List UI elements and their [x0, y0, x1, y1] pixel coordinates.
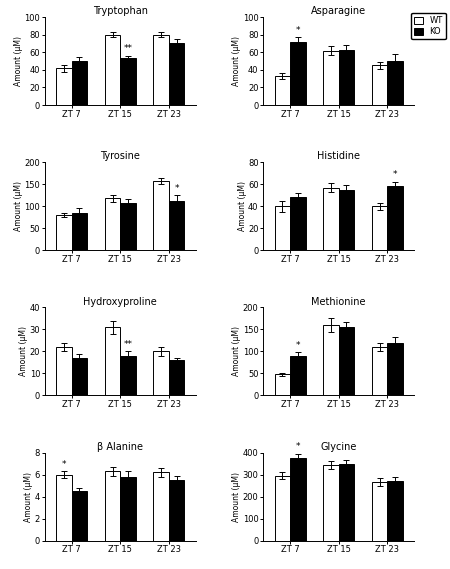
Bar [387, 187, 403, 250]
Bar [323, 51, 339, 105]
Bar [387, 343, 403, 395]
Y-axis label: Amount (μM): Amount (μM) [14, 182, 23, 231]
Y-axis label: Amount (μM): Amount (μM) [14, 36, 23, 86]
Title: Glycine: Glycine [320, 442, 357, 452]
Bar [169, 200, 184, 250]
Bar [323, 188, 339, 250]
Title: Tryptophan: Tryptophan [93, 6, 148, 17]
Bar [372, 206, 387, 250]
Bar [105, 199, 120, 250]
Legend: WT, KO: WT, KO [411, 13, 446, 39]
Bar [339, 50, 354, 105]
Bar [372, 65, 387, 105]
Title: Tyrosine: Tyrosine [100, 151, 140, 162]
Title: Histidine: Histidine [317, 151, 360, 162]
Text: *: * [296, 26, 300, 35]
Bar [290, 458, 306, 541]
Title: Asparagine: Asparagine [311, 6, 366, 17]
Bar [153, 472, 169, 541]
Bar [339, 189, 354, 250]
Y-axis label: Amount (μM): Amount (μM) [238, 182, 247, 231]
Bar [169, 43, 184, 105]
Text: **: ** [124, 44, 133, 53]
Bar [72, 213, 87, 250]
Text: *: * [175, 184, 179, 192]
Bar [339, 464, 354, 541]
Bar [153, 35, 169, 105]
Bar [274, 476, 290, 541]
Bar [56, 475, 72, 541]
Bar [56, 347, 72, 395]
Bar [387, 481, 403, 541]
Bar [274, 206, 290, 250]
Text: *: * [62, 460, 66, 469]
Bar [72, 61, 87, 105]
Text: *: * [393, 170, 397, 179]
Bar [323, 325, 339, 395]
Bar [105, 35, 120, 105]
Y-axis label: Amount (μM): Amount (μM) [19, 327, 28, 376]
Bar [387, 61, 403, 105]
Bar [105, 327, 120, 395]
Bar [72, 358, 87, 395]
Bar [153, 352, 169, 395]
Bar [274, 374, 290, 395]
Bar [372, 347, 387, 395]
Y-axis label: Amount (μM): Amount (μM) [24, 472, 33, 522]
Title: Hydroxyproline: Hydroxyproline [83, 296, 157, 307]
Bar [169, 360, 184, 395]
Bar [120, 477, 136, 541]
Bar [323, 465, 339, 541]
Y-axis label: Amount (μM): Amount (μM) [232, 472, 241, 522]
Title: β Alanine: β Alanine [97, 442, 143, 452]
Bar [169, 480, 184, 541]
Bar [274, 76, 290, 105]
Y-axis label: Amount (μM): Amount (μM) [232, 327, 241, 376]
Bar [72, 491, 87, 541]
Bar [290, 42, 306, 105]
Bar [372, 483, 387, 541]
Y-axis label: Amount (μM): Amount (μM) [232, 36, 241, 86]
Title: Methionine: Methionine [311, 296, 366, 307]
Bar [120, 356, 136, 395]
Text: *: * [296, 443, 300, 451]
Bar [339, 327, 354, 395]
Bar [120, 203, 136, 250]
Text: *: * [296, 341, 300, 349]
Text: **: ** [124, 340, 133, 349]
Bar [56, 215, 72, 250]
Bar [153, 181, 169, 250]
Bar [290, 197, 306, 250]
Bar [56, 68, 72, 105]
Bar [105, 471, 120, 541]
Bar [120, 59, 136, 105]
Bar [290, 356, 306, 395]
